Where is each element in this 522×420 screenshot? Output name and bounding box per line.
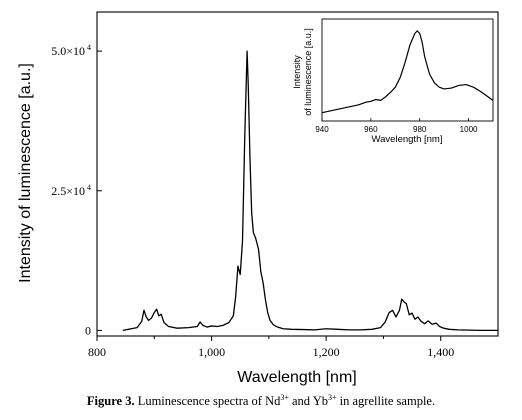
main-chart: 02.5×10 45.0×10 4 800 1,000 1,200 1,400 Wavel… <box>17 11 499 386</box>
main-y-axis: 02.5×10 45.0×10 4 <box>51 43 102 337</box>
main-y-tick-exponent: 4 <box>87 43 91 52</box>
inset-x-axis: 940 960 980 1000 <box>315 118 478 134</box>
main-y-tick-exponent: 4 <box>87 183 91 192</box>
main-y-tick-label: 0 <box>85 323 91 337</box>
inset-plot-frame <box>321 18 494 122</box>
caption-label: Figure 3. <box>86 394 135 409</box>
inset-y-axis-label-line1: Intensity <box>292 55 302 89</box>
main-x-axis-label: Wavelength [nm] <box>237 369 356 386</box>
caption-text-2: and Yb <box>288 394 328 409</box>
main-series-line <box>122 50 498 332</box>
caption-sup-1: 3+ <box>280 393 289 402</box>
inset-x-tick-label: 1000 <box>460 125 478 134</box>
inset-x-tick-label: 940 <box>315 125 329 134</box>
caption-text-3: in agrellite sample. <box>336 394 436 409</box>
inset-x-tick-label: 980 <box>413 125 427 134</box>
main-y-tick-label: 2.5×10 <box>51 184 85 198</box>
inset-chart: 940 960 980 1000 Wavelength [nm] Intensity … <box>292 18 494 145</box>
main-x-tick-label: 800 <box>88 345 106 359</box>
caption-text-1: Luminescence spectra of Nd <box>134 394 281 409</box>
inset-x-tick-label: 960 <box>364 125 378 134</box>
main-y-tick-label: 5.0×10 <box>51 44 85 58</box>
inset-x-axis-label: Wavelength [nm] <box>372 134 443 145</box>
inset-series-line <box>321 30 494 114</box>
main-x-tick-label: 1,400 <box>427 345 454 359</box>
figure-caption: Figure 3. Luminescence spectra of Nd3+ a… <box>0 393 522 409</box>
main-x-tick-label: 1,000 <box>198 345 225 359</box>
caption-sup-2: 3+ <box>328 393 337 402</box>
inset-y-axis-label-line2: of luminescence [a.u.] <box>303 28 313 116</box>
main-y-axis-label: Intensity of luminescence [a.u.] <box>17 63 34 283</box>
main-x-axis: 800 1,000 1,200 1,400 <box>88 336 454 359</box>
main-plot-frame <box>96 11 499 337</box>
main-x-tick-label: 1,200 <box>313 345 340 359</box>
